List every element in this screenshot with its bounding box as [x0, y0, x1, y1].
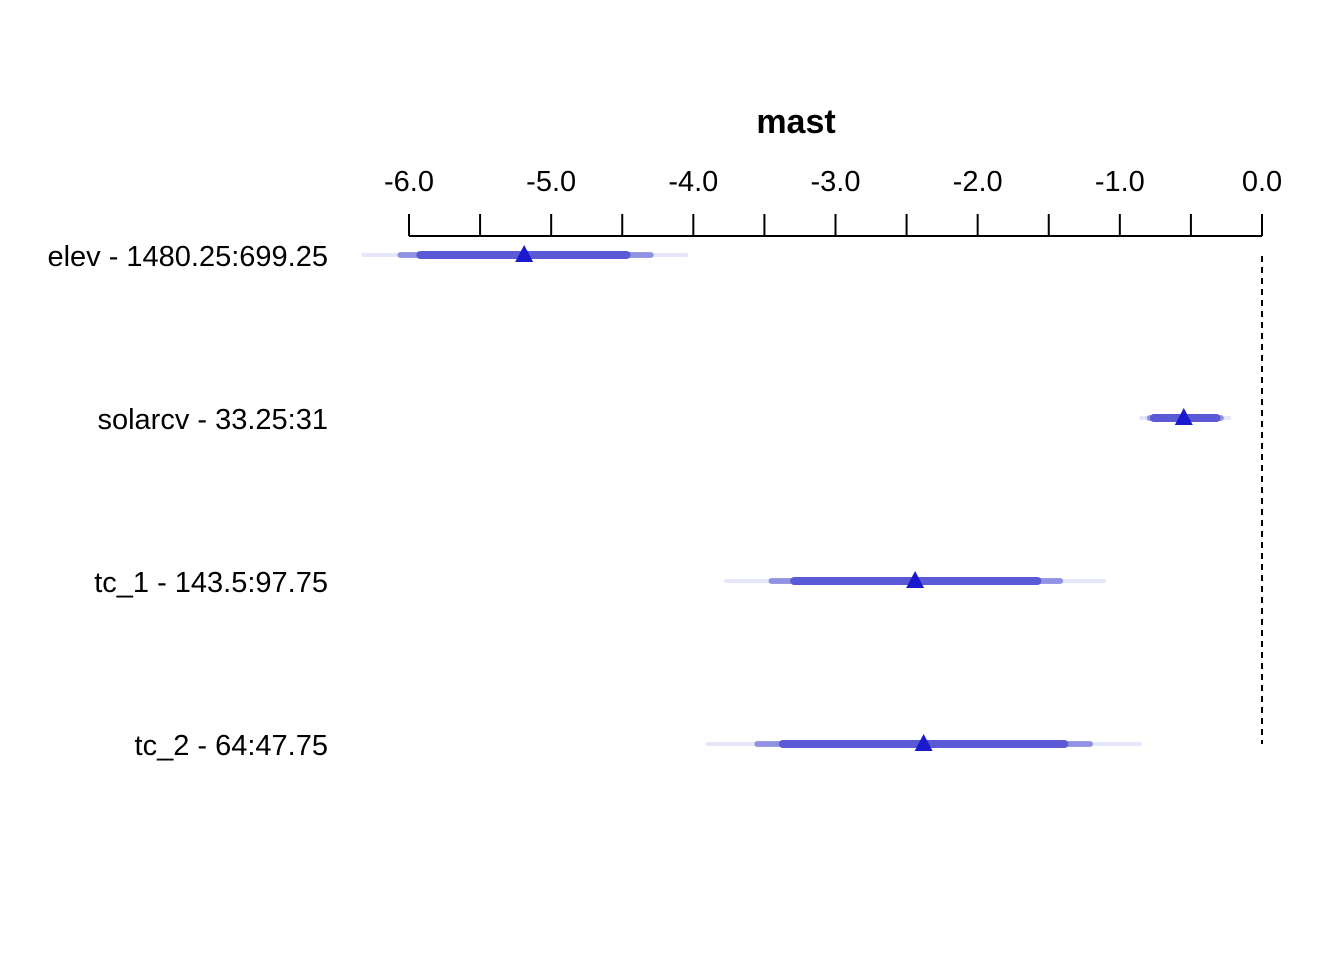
point-estimate-marker [914, 734, 933, 751]
row-label: tc_2 - 64:47.75 [135, 730, 328, 762]
x-tick-label: -4.0 [668, 166, 718, 198]
row-label: elev - 1480.25:699.25 [47, 241, 328, 273]
forest-row: tc_2 - 64:47.75 [135, 730, 1142, 762]
point-estimate-marker [906, 571, 925, 588]
forest-row: solarcv - 33.25:31 [97, 404, 1232, 436]
x-tick-label: -1.0 [1095, 166, 1145, 198]
point-estimate-marker [1174, 408, 1193, 425]
row-label: tc_1 - 143.5:97.75 [94, 567, 328, 599]
point-estimate-marker [515, 245, 534, 262]
row-label: solarcv - 33.25:31 [97, 404, 328, 436]
x-tick-label: -3.0 [811, 166, 861, 198]
forest-row: tc_1 - 143.5:97.75 [94, 567, 1107, 599]
x-tick-label: -2.0 [953, 166, 1003, 198]
x-tick-label: 0.0 [1242, 166, 1282, 198]
x-axis: -6.0 -5.0 -4.0 -3.0 -2.0 -1.0 0.0 [384, 166, 1282, 237]
chart-title: mast [756, 103, 835, 141]
x-tick-label: -5.0 [526, 166, 576, 198]
forest-row: elev - 1480.25:699.25 [47, 241, 689, 273]
x-tick-label: -6.0 [384, 166, 434, 198]
plot-rows: elev - 1480.25:699.25 solarcv - 33.25:31 t… [47, 241, 1263, 762]
